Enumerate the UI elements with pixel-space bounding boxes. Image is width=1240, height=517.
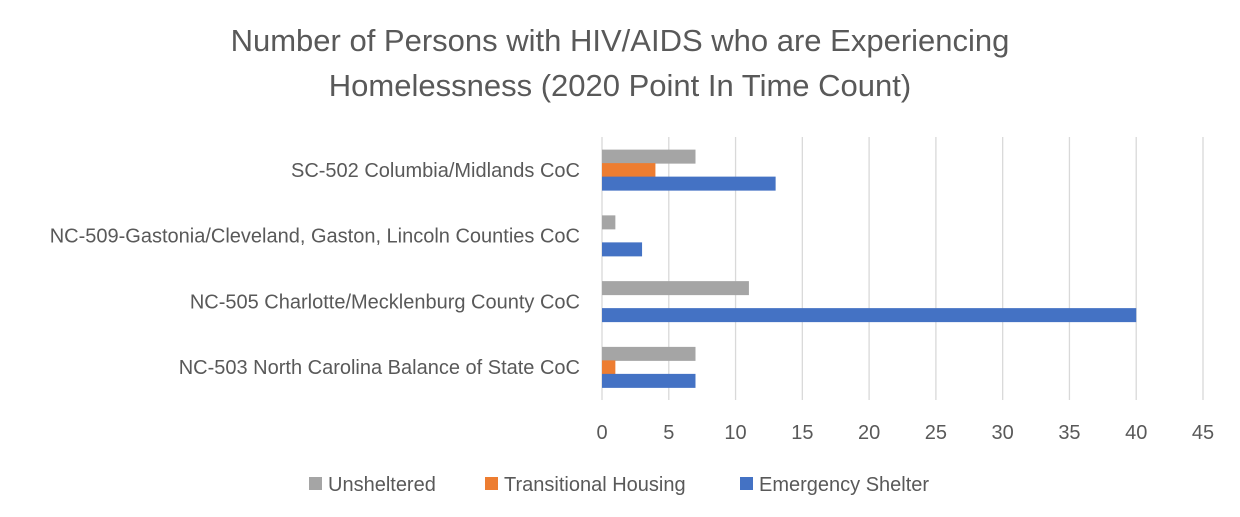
x-tick-label-25: 25 bbox=[925, 422, 947, 444]
bar-emergency-shelter-2 bbox=[602, 308, 1137, 323]
bar-unsheltered-2 bbox=[602, 281, 749, 296]
bar-unsheltered-3 bbox=[602, 346, 696, 361]
category-label-1: NC-509-Gastonia/Cleveland, Gaston, Linco… bbox=[50, 226, 580, 248]
x-tick-label-45: 45 bbox=[1192, 422, 1214, 444]
category-label-0: SC-502 Columbia/Midlands CoC bbox=[291, 160, 580, 182]
category-label-3: NC-503 North Carolina Balance of State C… bbox=[179, 357, 580, 379]
bars bbox=[602, 149, 1137, 388]
x-tick-label-15: 15 bbox=[791, 422, 813, 444]
legend-label-transitional-housing: Transitional Housing bbox=[504, 474, 686, 496]
x-axis-tick-labels: 0 5 10 15 20 25 30 35 40 45 bbox=[596, 422, 1214, 444]
legend: Unsheltered Transitional Housing Emergency… bbox=[309, 474, 929, 496]
x-tick-label-10: 10 bbox=[724, 422, 746, 444]
legend-label-emergency-shelter: Emergency Shelter bbox=[759, 474, 929, 496]
chart-title: Number of Persons with HIV/AIDS who are … bbox=[0, 18, 1240, 108]
x-tick-label-0: 0 bbox=[596, 422, 607, 444]
bar-transitional-housing-0 bbox=[602, 163, 656, 178]
x-tick-label-5: 5 bbox=[663, 422, 674, 444]
bar-emergency-shelter-3 bbox=[602, 373, 696, 388]
bar-transitional-housing-3 bbox=[602, 360, 616, 375]
x-tick-label-20: 20 bbox=[858, 422, 880, 444]
category-labels: SC-502 Columbia/Midlands CoC NC-509-Gasto… bbox=[50, 160, 580, 379]
chart-title-line-2: Homelessness (2020 Point In Time Count) bbox=[328, 68, 912, 103]
bar-emergency-shelter-1 bbox=[602, 242, 643, 257]
bar-unsheltered-1 bbox=[602, 215, 616, 230]
x-tick-label-30: 30 bbox=[992, 422, 1014, 444]
legend-swatch-unsheltered bbox=[309, 477, 322, 490]
legend-swatch-transitional-housing bbox=[485, 477, 498, 490]
bar-unsheltered-0 bbox=[602, 149, 696, 164]
chart-title-line-1: Number of Persons with HIV/AIDS who are … bbox=[230, 23, 1010, 58]
legend-swatch-emergency-shelter bbox=[740, 477, 753, 490]
x-tick-label-40: 40 bbox=[1125, 422, 1147, 444]
x-tick-label-35: 35 bbox=[1058, 422, 1080, 444]
category-label-2: NC-505 Charlotte/Mecklenburg County CoC bbox=[190, 291, 580, 313]
bar-emergency-shelter-0 bbox=[602, 176, 776, 191]
gridlines bbox=[601, 137, 1204, 400]
legend-label-unsheltered: Unsheltered bbox=[328, 474, 436, 496]
